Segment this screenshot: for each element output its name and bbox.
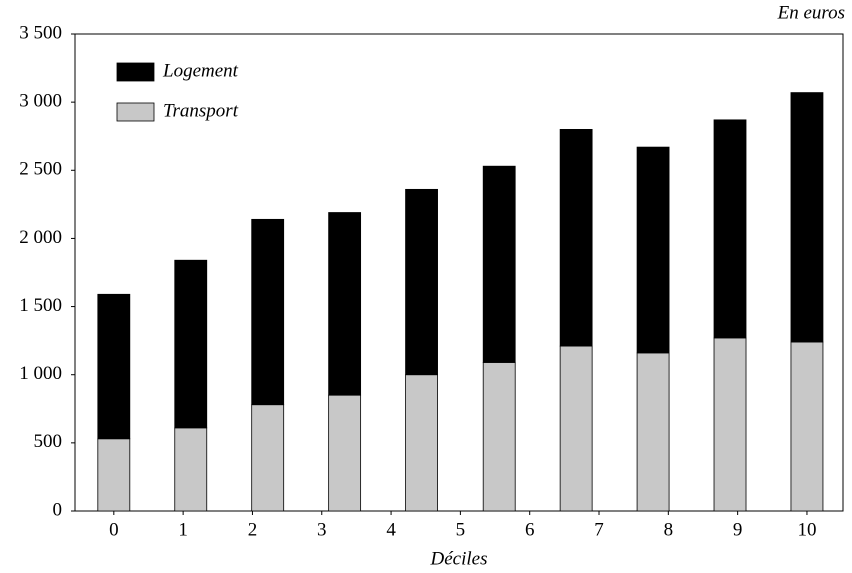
bar-segment bbox=[482, 362, 516, 512]
x-axis-label: Déciles bbox=[430, 548, 488, 569]
bar-segment bbox=[328, 212, 362, 396]
bar-segment bbox=[636, 352, 670, 512]
x-tick-label: 5 bbox=[456, 519, 466, 540]
x-tick-label: 8 bbox=[664, 519, 674, 540]
unit-label: En euros bbox=[777, 2, 845, 23]
x-tick-label: 9 bbox=[733, 519, 743, 540]
y-tick-label: 3 500 bbox=[19, 22, 62, 43]
legend-label: Logement bbox=[162, 60, 239, 81]
bar-segment bbox=[251, 404, 285, 512]
y-tick-label: 1 500 bbox=[19, 295, 62, 316]
x-tick-label: 4 bbox=[386, 519, 396, 540]
legend-swatch bbox=[116, 62, 155, 82]
bar-segment bbox=[174, 427, 208, 512]
legend-label: Transport bbox=[163, 100, 239, 121]
bar-segment bbox=[328, 394, 362, 512]
x-tick-label: 2 bbox=[248, 519, 258, 540]
bar-segment bbox=[559, 128, 593, 347]
bar-segment bbox=[559, 345, 593, 512]
bar-segment bbox=[713, 337, 747, 512]
y-tick-label: 500 bbox=[34, 431, 63, 452]
bar-segment bbox=[174, 259, 208, 429]
bar-segment bbox=[636, 146, 670, 354]
y-tick-label: 3 000 bbox=[19, 91, 62, 112]
bar-segment bbox=[405, 374, 438, 512]
x-tick-label: 7 bbox=[594, 519, 604, 540]
bar-segment bbox=[405, 188, 438, 376]
legend-swatch bbox=[116, 102, 155, 122]
y-tick-label: 1 000 bbox=[19, 363, 62, 384]
bar-segment bbox=[790, 92, 824, 343]
y-tick-label: 2 000 bbox=[19, 227, 62, 248]
bar-segment bbox=[251, 218, 285, 406]
bar-segment bbox=[790, 341, 824, 512]
bar-segment bbox=[97, 293, 131, 440]
x-tick-label: 0 bbox=[109, 519, 119, 540]
bar-segment bbox=[713, 119, 747, 339]
x-tick-label: 3 bbox=[317, 519, 327, 540]
x-tick-label: 10 bbox=[797, 519, 816, 540]
bar-segment bbox=[482, 165, 516, 363]
y-tick-label: 0 bbox=[53, 499, 63, 520]
bar-segment bbox=[97, 438, 131, 512]
y-tick-label: 2 500 bbox=[19, 159, 62, 180]
plot-frame bbox=[74, 33, 844, 512]
x-tick-label: 1 bbox=[178, 519, 188, 540]
x-tick-label: 6 bbox=[525, 519, 535, 540]
